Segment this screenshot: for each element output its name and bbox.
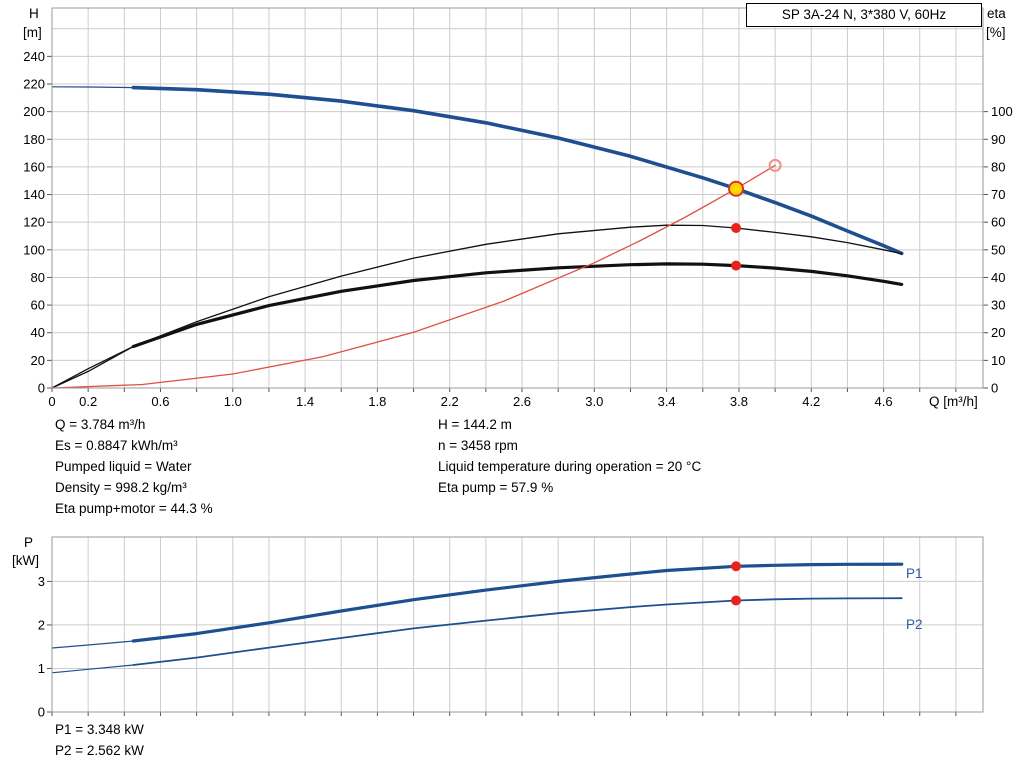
h-axis-unit: [m] — [23, 25, 42, 40]
info-line-eta: Eta pump = 57.9 % — [438, 480, 554, 495]
svg-text:1.8: 1.8 — [368, 394, 386, 409]
svg-text:10: 10 — [991, 353, 1005, 368]
p2-duty-point — [731, 595, 742, 606]
svg-text:60: 60 — [31, 298, 45, 313]
svg-text:2.2: 2.2 — [441, 394, 459, 409]
svg-text:80: 80 — [31, 270, 45, 285]
svg-text:3.8: 3.8 — [730, 394, 748, 409]
svg-text:180: 180 — [23, 132, 45, 147]
svg-text:0: 0 — [991, 381, 998, 396]
svg-text:3.0: 3.0 — [585, 394, 603, 409]
info-line-es: Es = 0.8847 kWh/m³ — [55, 438, 178, 453]
svg-text:1: 1 — [38, 661, 45, 676]
svg-text:0.2: 0.2 — [79, 394, 97, 409]
svg-text:220: 220 — [23, 77, 45, 92]
svg-text:40: 40 — [991, 270, 1005, 285]
svg-text:50: 50 — [991, 242, 1005, 257]
svg-text:1.4: 1.4 — [296, 394, 314, 409]
p-axis-label: P — [24, 535, 34, 550]
svg-text:40: 40 — [31, 325, 45, 340]
p1-low-flow — [51, 640, 134, 649]
svg-text:0: 0 — [38, 381, 45, 396]
info-line-p2: P2 = 2.562 kW — [55, 743, 144, 758]
svg-text:0: 0 — [38, 705, 45, 720]
system-end-point — [768, 158, 782, 172]
p1-duty-point — [731, 561, 742, 572]
info-line-p1: P1 = 3.348 kW — [55, 722, 144, 737]
info-line-n: n = 3458 rpm — [438, 438, 518, 453]
svg-text:30: 30 — [991, 298, 1005, 313]
svg-text:60: 60 — [991, 215, 1005, 230]
svg-text:140: 140 — [23, 187, 45, 202]
svg-text:120: 120 — [23, 215, 45, 230]
svg-text:200: 200 — [23, 104, 45, 119]
svg-text:0.6: 0.6 — [151, 394, 169, 409]
info-line-density: Density = 998.2 kg/m³ — [55, 480, 187, 495]
h-axis-label: H — [29, 6, 39, 21]
svg-text:100: 100 — [991, 104, 1013, 119]
power-info-block: P1 = 3.348 kW P2 = 2.562 kW — [55, 719, 144, 761]
svg-text:2: 2 — [38, 617, 45, 632]
eta-pump-point — [731, 222, 742, 233]
head-curve-low-flow — [51, 86, 134, 89]
q-axis-label: Q [m³/h] — [929, 394, 978, 409]
p-axis-unit: [kW] — [12, 553, 39, 568]
svg-text:70: 70 — [991, 187, 1005, 202]
svg-text:3: 3 — [38, 574, 45, 589]
svg-text:80: 80 — [991, 159, 1005, 174]
p1-series-label: P1 — [906, 566, 923, 581]
eta-pump-curve — [51, 224, 903, 389]
svg-text:4.2: 4.2 — [802, 394, 820, 409]
pump-title-box: SP 3A-24 N, 3*380 V, 60Hz — [746, 3, 982, 27]
svg-text:3.4: 3.4 — [658, 394, 676, 409]
svg-text:20: 20 — [31, 353, 45, 368]
svg-text:160: 160 — [23, 159, 45, 174]
svg-text:4.6: 4.6 — [875, 394, 893, 409]
svg-text:240: 240 — [23, 49, 45, 64]
eta-axis-unit: [%] — [986, 25, 1006, 40]
info-line-eta-pm: Eta pump+motor = 44.3 % — [55, 501, 213, 516]
info-line-h: H = 144.2 m — [438, 417, 512, 432]
power-chart: 0 1 2 3 — [38, 536, 984, 720]
eta-pump-motor-curve — [131, 262, 904, 349]
info-line-q: Q = 3.784 m³/h — [55, 417, 146, 432]
svg-text:90: 90 — [991, 132, 1005, 147]
p2-series-label: P2 — [906, 617, 923, 632]
duty-point — [728, 180, 745, 197]
svg-text:0: 0 — [48, 394, 55, 409]
p2-low-flow — [51, 664, 134, 674]
svg-text:20: 20 — [991, 325, 1005, 340]
eta-pump-motor-low-flow — [51, 345, 134, 389]
svg-text:100: 100 — [23, 242, 45, 257]
head-curve — [131, 85, 904, 256]
info-line-liquid: Pumped liquid = Water — [55, 459, 192, 474]
system-curve — [51, 164, 776, 389]
svg-text:2.6: 2.6 — [513, 394, 531, 409]
duty-info-right-column: H = 144.2 m n = 3458 rpm Liquid temperat… — [438, 414, 701, 498]
info-line-temp: Liquid temperature during operation = 20… — [438, 459, 702, 474]
svg-text:1.0: 1.0 — [224, 394, 242, 409]
p2-curve — [132, 597, 903, 666]
eta-pump-motor-point — [731, 260, 742, 271]
hq-eta-chart: 0 0.2 0.6 1.0 1.4 1.8 2.2 2.6 3.0 3.4 3.8 4.2 4.6 0 20… — [23, 7, 1013, 409]
duty-info-left-column: Q = 3.784 m³/h Es = 0.8847 kWh/m³ Pumped… — [55, 414, 213, 519]
p1-curve — [131, 562, 904, 643]
eta-axis-label: eta — [987, 6, 1006, 21]
